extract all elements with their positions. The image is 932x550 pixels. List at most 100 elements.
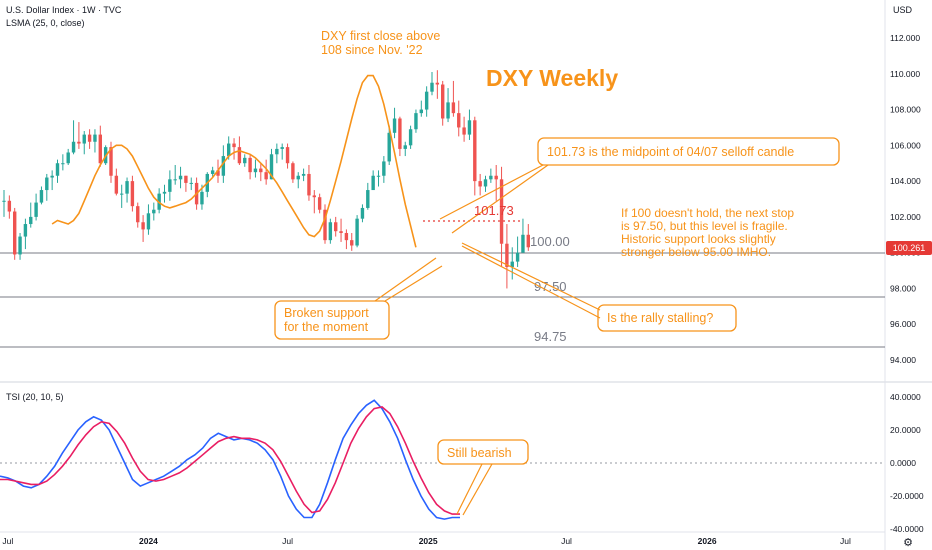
tsi-tick-label: 0.0000 (890, 458, 916, 468)
current-price-text: 100.261 (893, 243, 926, 253)
candle-body (301, 173, 306, 176)
candle-body (371, 175, 375, 191)
stalling-box[interactable] (597, 304, 737, 332)
lsma-layer (51, 74, 417, 248)
symbol-title[interactable]: U.S. Dollar Index · 1W · TVC (6, 5, 122, 15)
candle-body (259, 168, 263, 173)
candle-body (328, 222, 333, 241)
indicator-title[interactable]: LSMA (25, 0, close) (6, 18, 85, 28)
candle-body (237, 147, 242, 164)
price-tick-label: 98.000 (890, 283, 916, 293)
candle-body (45, 177, 49, 191)
candle-body (387, 132, 391, 162)
price-tick-label: 96.000 (890, 319, 916, 329)
candle-body (114, 175, 119, 194)
tsi-signal-line (0, 406, 460, 515)
first-close-line1[interactable]: DXY first close above (321, 29, 440, 43)
candle-body (360, 207, 365, 219)
candle-body (227, 143, 231, 157)
candle-body (451, 102, 456, 114)
candle-body (253, 168, 258, 173)
still-bearish-text: Still bearish (447, 446, 512, 460)
candle-body (136, 206, 140, 223)
candle-body (173, 179, 177, 181)
midpoint-value-label[interactable]: 101.73 (474, 203, 514, 218)
candle-body (55, 163, 60, 176)
candle-body (29, 216, 33, 225)
candle-body (414, 113, 418, 130)
currency-label[interactable]: USD (893, 5, 913, 15)
tsi-tick-label: 20.0000 (890, 425, 921, 435)
broken-support-line2: for the moment (284, 320, 369, 334)
still-bearish-pointer-b (462, 463, 493, 516)
candle-body (93, 134, 97, 142)
candle-body (494, 175, 498, 180)
candle-body (376, 175, 381, 177)
candle-body (419, 109, 423, 114)
candle-body (382, 161, 386, 176)
candle-body (467, 120, 472, 135)
time-ticks: Jul2024Jul2025Jul2026Jul2027 (2, 536, 851, 546)
price-tick-label: 104.000 (890, 176, 921, 186)
price-tick-label: 110.000 (890, 69, 920, 79)
candle-body (2, 200, 6, 202)
candle-body (13, 211, 17, 255)
tsi-tick-label: -40.0000 (890, 524, 924, 534)
candle-body (505, 243, 509, 267)
tsi-title[interactable]: TSI (20, 10, 5) (6, 392, 64, 402)
candle-body (430, 82, 434, 92)
broken-support-pointer-a (374, 257, 437, 302)
candle-body (184, 175, 188, 183)
candle-body (120, 193, 124, 195)
tsi-tick-label: -20.0000 (890, 491, 924, 501)
time-tick-label: 2024 (139, 536, 158, 546)
candle-body (189, 182, 193, 184)
note-line3[interactable]: Historic support looks slightly (621, 232, 776, 246)
first-close-line2[interactable]: 108 since Nov. '22 (321, 43, 423, 57)
candle-body (168, 179, 172, 192)
note-line1[interactable]: If 100 doesn't hold, the next stop (621, 206, 794, 220)
candle-body (141, 222, 145, 230)
candle-body (483, 179, 488, 187)
candle-body (109, 147, 113, 176)
time-tick-label: Jul (840, 536, 851, 546)
midpoint-callout-box[interactable] (537, 137, 840, 166)
candle-body (478, 181, 482, 187)
candle-body (403, 145, 407, 149)
candle-body (162, 191, 167, 194)
time-tick-label: Jul (561, 536, 572, 546)
price-tick-label: 94.000 (890, 355, 916, 365)
broken-support-box[interactable] (274, 300, 390, 340)
candle-body (146, 213, 151, 230)
candle-body (275, 148, 279, 155)
candle-body (398, 118, 402, 149)
candle-body (34, 202, 38, 217)
note-line4[interactable]: stronger below 95.00 IMHO. (621, 245, 771, 259)
candle-body (221, 156, 226, 176)
midpoint-callout-pointer-a (439, 164, 544, 220)
current-price-badge (886, 241, 932, 255)
candle-body (408, 129, 413, 146)
candle-body (77, 141, 81, 144)
candle-body (178, 175, 183, 180)
still-bearish-pointer-a (456, 463, 483, 515)
candle-body (323, 209, 327, 241)
candle-body (61, 163, 65, 165)
note-line2[interactable]: is 97.50, but this level is fragile. (621, 219, 788, 233)
candle-body (232, 143, 236, 148)
candle-body (125, 181, 129, 194)
price-tick-label: 102.000 (890, 212, 921, 222)
candle-body (269, 154, 274, 180)
stalling-pointer-b (461, 245, 601, 319)
chart-heading[interactable]: DXY Weekly (486, 65, 618, 91)
still-bearish-box[interactable] (437, 439, 529, 465)
candle-body (424, 91, 429, 110)
broken-support-pointer-b (384, 265, 443, 302)
candle-body (307, 173, 311, 196)
candle-body (489, 175, 493, 180)
settings-icon[interactable]: ⚙ (903, 537, 913, 549)
candle-body (334, 222, 338, 232)
level-9475-label: 94.75 (534, 329, 567, 344)
tsi-line (0, 399, 460, 520)
